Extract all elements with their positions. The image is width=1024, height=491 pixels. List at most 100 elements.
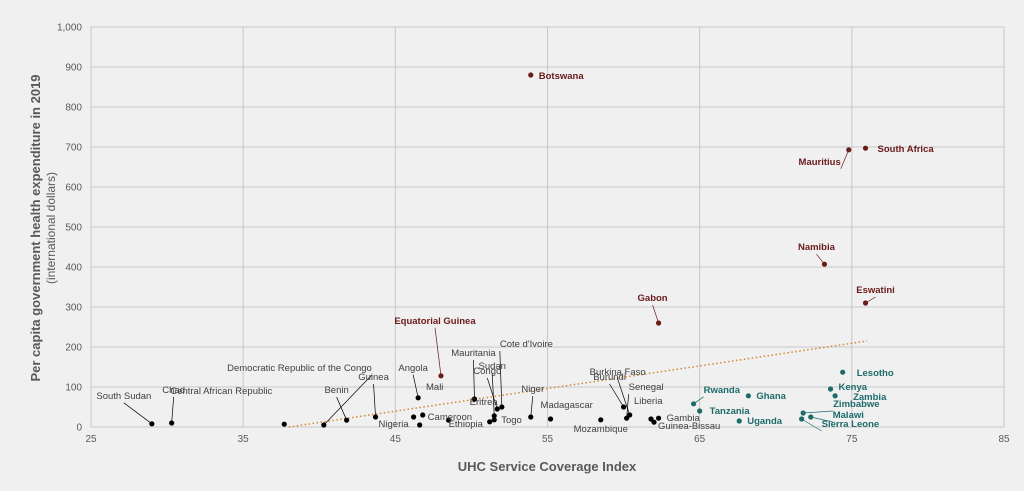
x-tick-label: 25 [85,434,97,445]
point-label-burundi: Burundi [593,372,626,383]
point-benin [344,417,350,423]
point-nigeria [410,414,417,420]
y-axis-title: Per capita government health expenditure… [28,74,43,381]
point-rwanda [690,401,697,407]
point-label-gambia: Gambia [667,413,701,424]
point-label-south-sudan: South Sudan [96,391,151,402]
point-label-cameroon: Cameroon [428,412,472,423]
data-points [149,72,869,428]
point-gabon [655,320,662,326]
leader-chad [171,396,174,424]
point-label-ethiopia: Ethiopia [449,419,484,430]
point-mauritania [471,396,478,402]
leader-guinea [373,383,376,418]
y-tick-label: 900 [65,63,82,74]
point-niger [528,414,534,420]
x-axis-title: UHC Service Coverage Index [458,459,637,474]
point-democratic-republic-of-the-congo [321,422,327,428]
point-togo [491,417,497,423]
point-chad [169,420,175,426]
point-label-sudan: Sudan [478,361,505,372]
point-guinea [372,414,379,420]
leader-gabon [652,304,659,324]
point-label-mali: Mali [426,382,443,393]
leader-mauritania [473,359,475,400]
gridlines [90,26,1005,428]
point-label-benin: Benin [324,385,348,396]
leader-niger [530,395,534,418]
point-malawi [808,414,814,420]
leader-sudan [491,372,495,416]
point-label-liberia: Liberia [634,396,663,407]
point-cameroon [417,422,423,428]
y-tick-label: 300 [65,303,82,314]
y-axis-ticks: 0 100 200 300 400 500 600 700 800 900 1,000 [57,23,82,434]
point-label-senegal: Senegal [629,382,664,393]
point-label-angola: Angola [398,363,428,374]
point-south-sudan [149,421,155,427]
point-label-lesotho: Lesotho [857,368,894,379]
leader-zimbabwe [803,410,834,414]
point-label-zambia: Zambia [853,392,887,403]
point-label-niger: Niger [521,384,544,395]
point-kenya [827,386,834,392]
point-ghana [745,393,751,399]
point-label-cote-d-ivoire: Cote d'Ivoire [500,339,553,350]
y-tick-label: 400 [65,263,82,274]
point-label-eswatini: Eswatini [856,285,895,296]
leader-benin [336,397,347,421]
point-label-central-african-republic: Central African Republic [170,386,272,397]
point-congo [494,406,500,412]
x-tick-label: 65 [694,434,706,445]
point-gambia [655,415,662,421]
y-tick-label: 600 [65,183,82,194]
point-guinea-bissau [651,419,657,425]
point-madagascar [547,416,554,422]
point-label-mozambique: Mozambique [574,424,628,435]
point-label-madagascar: Madagascar [541,400,593,411]
point-label-togo: Togo [501,415,522,426]
point-eswatini [862,300,869,306]
point-label-zimbabwe: Zimbabwe [833,399,879,410]
point-label-equatorial-guinea: Equatorial Guinea [394,316,476,327]
point-label-congo: Congo [473,366,501,377]
leader-senegal [626,394,629,419]
point-angola [415,395,421,401]
point-eritrea [487,419,493,425]
x-tick-label: 55 [542,434,554,445]
point-cote-d-ivoire [499,404,505,410]
leader-congo [486,377,498,410]
point-uganda [736,418,742,424]
y-tick-label: 700 [65,143,82,154]
point-label-rwanda: Rwanda [704,385,741,396]
x-tick-label: 35 [238,434,250,445]
point-label-guinea: Guinea [358,372,389,383]
point-label-botswana: Botswana [539,71,585,82]
point-central-african-republic [281,421,287,427]
leader-angola [412,374,419,398]
point-label-south-africa: South Africa [878,144,935,155]
point-zambia [832,393,838,399]
point-label-nigeria: Nigeria [379,419,410,430]
point-namibia [821,261,828,267]
point-label-mauritius: Mauritius [799,157,841,168]
x-tick-label: 75 [846,434,858,445]
leader-democratic-republic-of-the-congo [323,374,373,426]
point-label-sierra-leone: Sierra Leone [822,419,880,430]
point-label-democratic-republic-of-the-congo: Democratic Republic of the Congo [227,363,372,374]
point-botswana [528,72,534,78]
point-label-malawi: Malawi [833,410,864,421]
point-label-ghana: Ghana [756,391,786,402]
leader-sierra-leone [801,418,822,432]
x-tick-label: 45 [390,434,402,445]
x-axis-ticks: 25 35 45 55 65 75 85 [85,434,1010,445]
point-label-chad: Chad [162,385,185,396]
point-label-burkina-faso: Burkina Faso [590,367,646,378]
point-label-gabon: Gabon [638,293,668,304]
point-tanzania [697,408,703,414]
point-senegal [624,415,630,421]
point-mali [420,412,426,418]
